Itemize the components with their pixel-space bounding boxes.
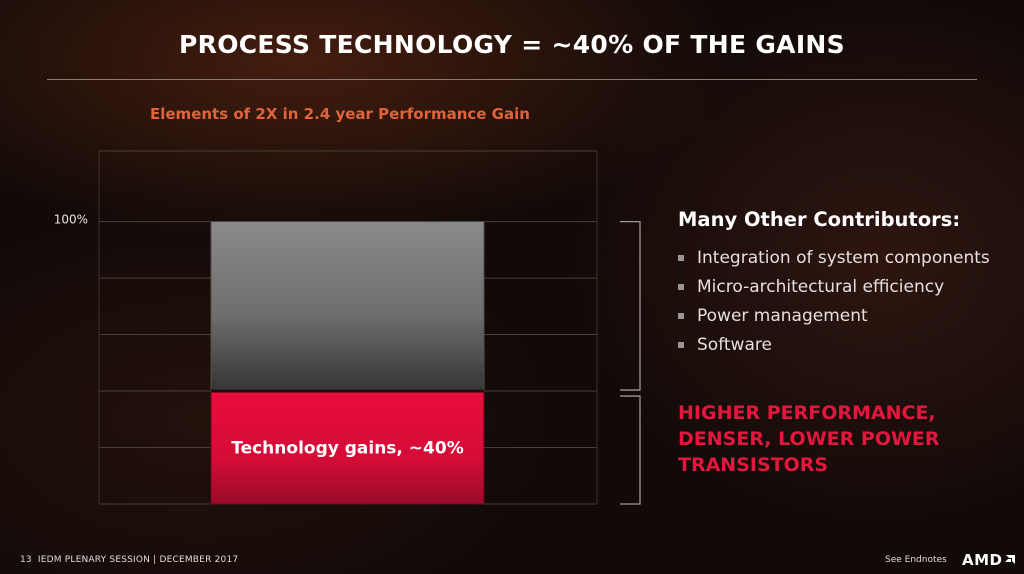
bullet-square-icon [678,255,684,261]
y-tick-label: 100% [54,213,88,227]
highlight-line: DENSER, LOWER POWER [678,428,940,450]
bracket-technology [620,395,641,505]
chart-labels: 100% Technology gains, ~40% [54,213,464,459]
chart-brackets [620,220,641,505]
slide-title: PROCESS TECHNOLOGY = ~40% OF THE GAINS [179,30,845,59]
bullet-square-icon [678,313,684,319]
page-number: 13 [20,555,32,565]
list-item: Power management [678,304,990,333]
session-label: IEDM PLENARY SESSION | DECEMBER 2017 [37,555,239,565]
contributors-list: Integration of system components Micro-a… [678,246,990,362]
bar-segment-technology [210,390,485,505]
list-item: Software [678,333,990,362]
bracket-other-contributors [620,220,641,391]
footer-session: 13 IEDM PLENARY SESSION | DECEMBER 2017 [20,555,238,565]
bullet-square-icon [678,342,684,348]
list-item: Integration of system components [678,246,990,275]
chart-bars [210,221,485,505]
amd-arrow-icon [1004,555,1015,564]
contributors-heading: Many Other Contributors: [678,208,961,231]
bar-data-label: Technology gains, ~40% [231,439,464,459]
list-item: Micro-architectural efficiency [678,275,990,304]
endnotes-link: See Endnotes [885,555,947,565]
amd-logo: AMD [962,551,1015,569]
title-divider [47,79,977,80]
chart-title: Elements of 2X in 2.4 year Performance G… [150,105,530,123]
bar-segment-other [210,221,485,392]
bullet-square-icon [678,284,684,290]
highlight-line: TRANSISTORS [678,454,829,476]
transistor-highlight: HIGHER PERFORMANCE, DENSER, LOWER POWER … [678,400,998,478]
highlight-line: HIGHER PERFORMANCE, [678,402,936,424]
